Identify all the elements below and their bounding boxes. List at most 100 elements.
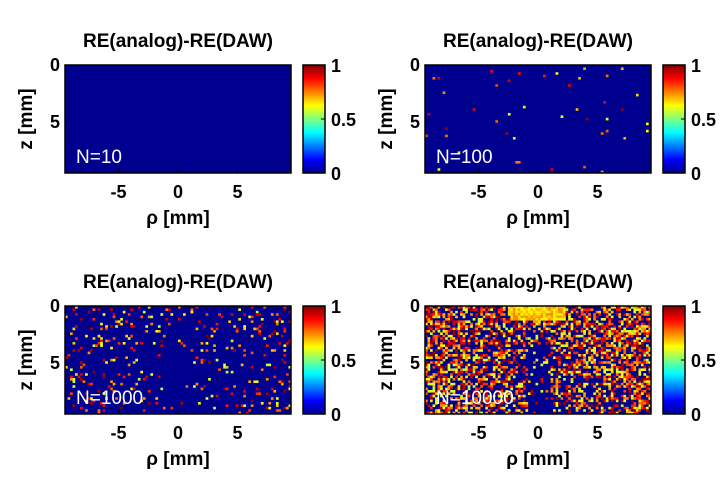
heatmap-cell (568, 397, 571, 400)
heatmap-cell (578, 354, 581, 357)
heatmap-cell (452, 390, 456, 393)
heatmap-cell (452, 368, 456, 371)
heatmap-cell (600, 354, 604, 357)
heatmap-cell (645, 325, 649, 328)
heatmap-cell (455, 339, 458, 343)
heatmap-cell (127, 337, 131, 340)
heatmap-cell (450, 397, 453, 400)
heatmap-cell (233, 385, 236, 388)
heatmap-cell (432, 411, 436, 415)
heatmap-cell (555, 397, 559, 400)
heatmap-cell (558, 313, 561, 316)
heatmap-cell (437, 356, 441, 359)
heatmap-cell (527, 342, 531, 345)
heatmap-cell (525, 368, 529, 371)
heatmap-cell (605, 397, 609, 400)
heatmap-cell (490, 404, 493, 407)
heatmap-cell (462, 308, 466, 311)
heatmap-cell (590, 342, 594, 345)
heatmap-cell (285, 342, 289, 345)
heatmap-cell (645, 332, 649, 335)
y-tick-label: 0 (50, 55, 60, 75)
heatmap-cell (427, 342, 431, 345)
heatmap-cell (460, 327, 463, 331)
heatmap-cell (460, 368, 463, 371)
heatmap-cell (437, 382, 441, 386)
heatmap-cell (595, 368, 599, 371)
heatmap-cell (522, 327, 526, 331)
heatmap-cell (590, 354, 594, 357)
heatmap-cell (638, 346, 642, 350)
heatmap-cell (643, 378, 647, 381)
heatmap-cell (570, 308, 574, 311)
heatmap-cell (615, 339, 619, 343)
heatmap-cell (538, 306, 541, 309)
heatmap-cell (527, 327, 531, 331)
heatmap-cell (427, 313, 431, 316)
heatmap-cell (643, 310, 647, 314)
heatmap-cell (275, 322, 279, 326)
x-tick-label: 0 (173, 182, 183, 202)
heatmap-cell (502, 318, 506, 321)
heatmap-cell (492, 315, 496, 319)
heatmap-cell (507, 370, 511, 374)
heatmap-cell (522, 385, 526, 388)
heatmap-cell (603, 306, 606, 309)
heatmap-cell (638, 409, 642, 412)
heatmap-cell (435, 399, 438, 403)
heatmap-cell (442, 358, 446, 362)
heatmap-cell (135, 342, 139, 345)
heatmap-cell (475, 366, 478, 369)
heatmap-cell (435, 342, 438, 345)
heatmap-cell (500, 399, 504, 403)
heatmap-cell (645, 346, 649, 350)
heatmap-cell (492, 370, 496, 374)
heatmap-cell (588, 325, 591, 328)
heatmap-cell (538, 327, 541, 331)
heatmap-cell (578, 406, 581, 410)
heatmap-cell (425, 322, 428, 326)
heatmap-cell (520, 402, 524, 405)
heatmap-cell (480, 306, 483, 309)
heatmap-cell (545, 330, 549, 333)
heatmap-cell (628, 315, 632, 319)
heatmap-cell (568, 318, 571, 321)
heatmap-cell (515, 313, 519, 316)
heatmap-cell (147, 390, 151, 393)
heatmap-cell (575, 370, 579, 374)
heatmap-cell (640, 308, 644, 311)
heatmap-cell (475, 397, 478, 400)
heatmap-cell (520, 385, 524, 388)
heatmap-cell (618, 375, 622, 379)
heatmap-cell (615, 334, 619, 338)
heatmap-cell (543, 74, 546, 78)
heatmap-cell (560, 115, 564, 118)
heatmap-cell (538, 310, 541, 314)
heatmap-cell (475, 349, 478, 352)
x-axis-label: ρ [mm] (146, 449, 209, 470)
heatmap-cell (147, 315, 151, 319)
heatmap-cell (635, 411, 639, 415)
heatmap-cell (517, 382, 521, 386)
heatmap-cell (645, 334, 649, 338)
heatmap-cell (588, 411, 591, 415)
heatmap-cell (205, 349, 209, 352)
heatmap-cell (273, 320, 277, 323)
heatmap-cell (517, 397, 521, 400)
heatmap-cell (135, 358, 139, 362)
heatmap-cell (620, 322, 624, 326)
heatmap-cell (595, 325, 599, 328)
heatmap-cell (633, 308, 637, 311)
heatmap-cell (432, 394, 436, 398)
heatmap-cell (648, 318, 652, 321)
heatmap-cell (490, 332, 493, 335)
heatmap-cell (430, 406, 433, 410)
heatmap-cell (495, 342, 499, 345)
heatmap-cell (610, 354, 614, 357)
heatmap-cell (480, 322, 483, 326)
heatmap-cell (467, 325, 471, 328)
heatmap-cell (457, 385, 461, 388)
heatmap-cell (548, 337, 551, 340)
heatmap-cell (250, 315, 254, 319)
heatmap-cell (623, 380, 627, 383)
